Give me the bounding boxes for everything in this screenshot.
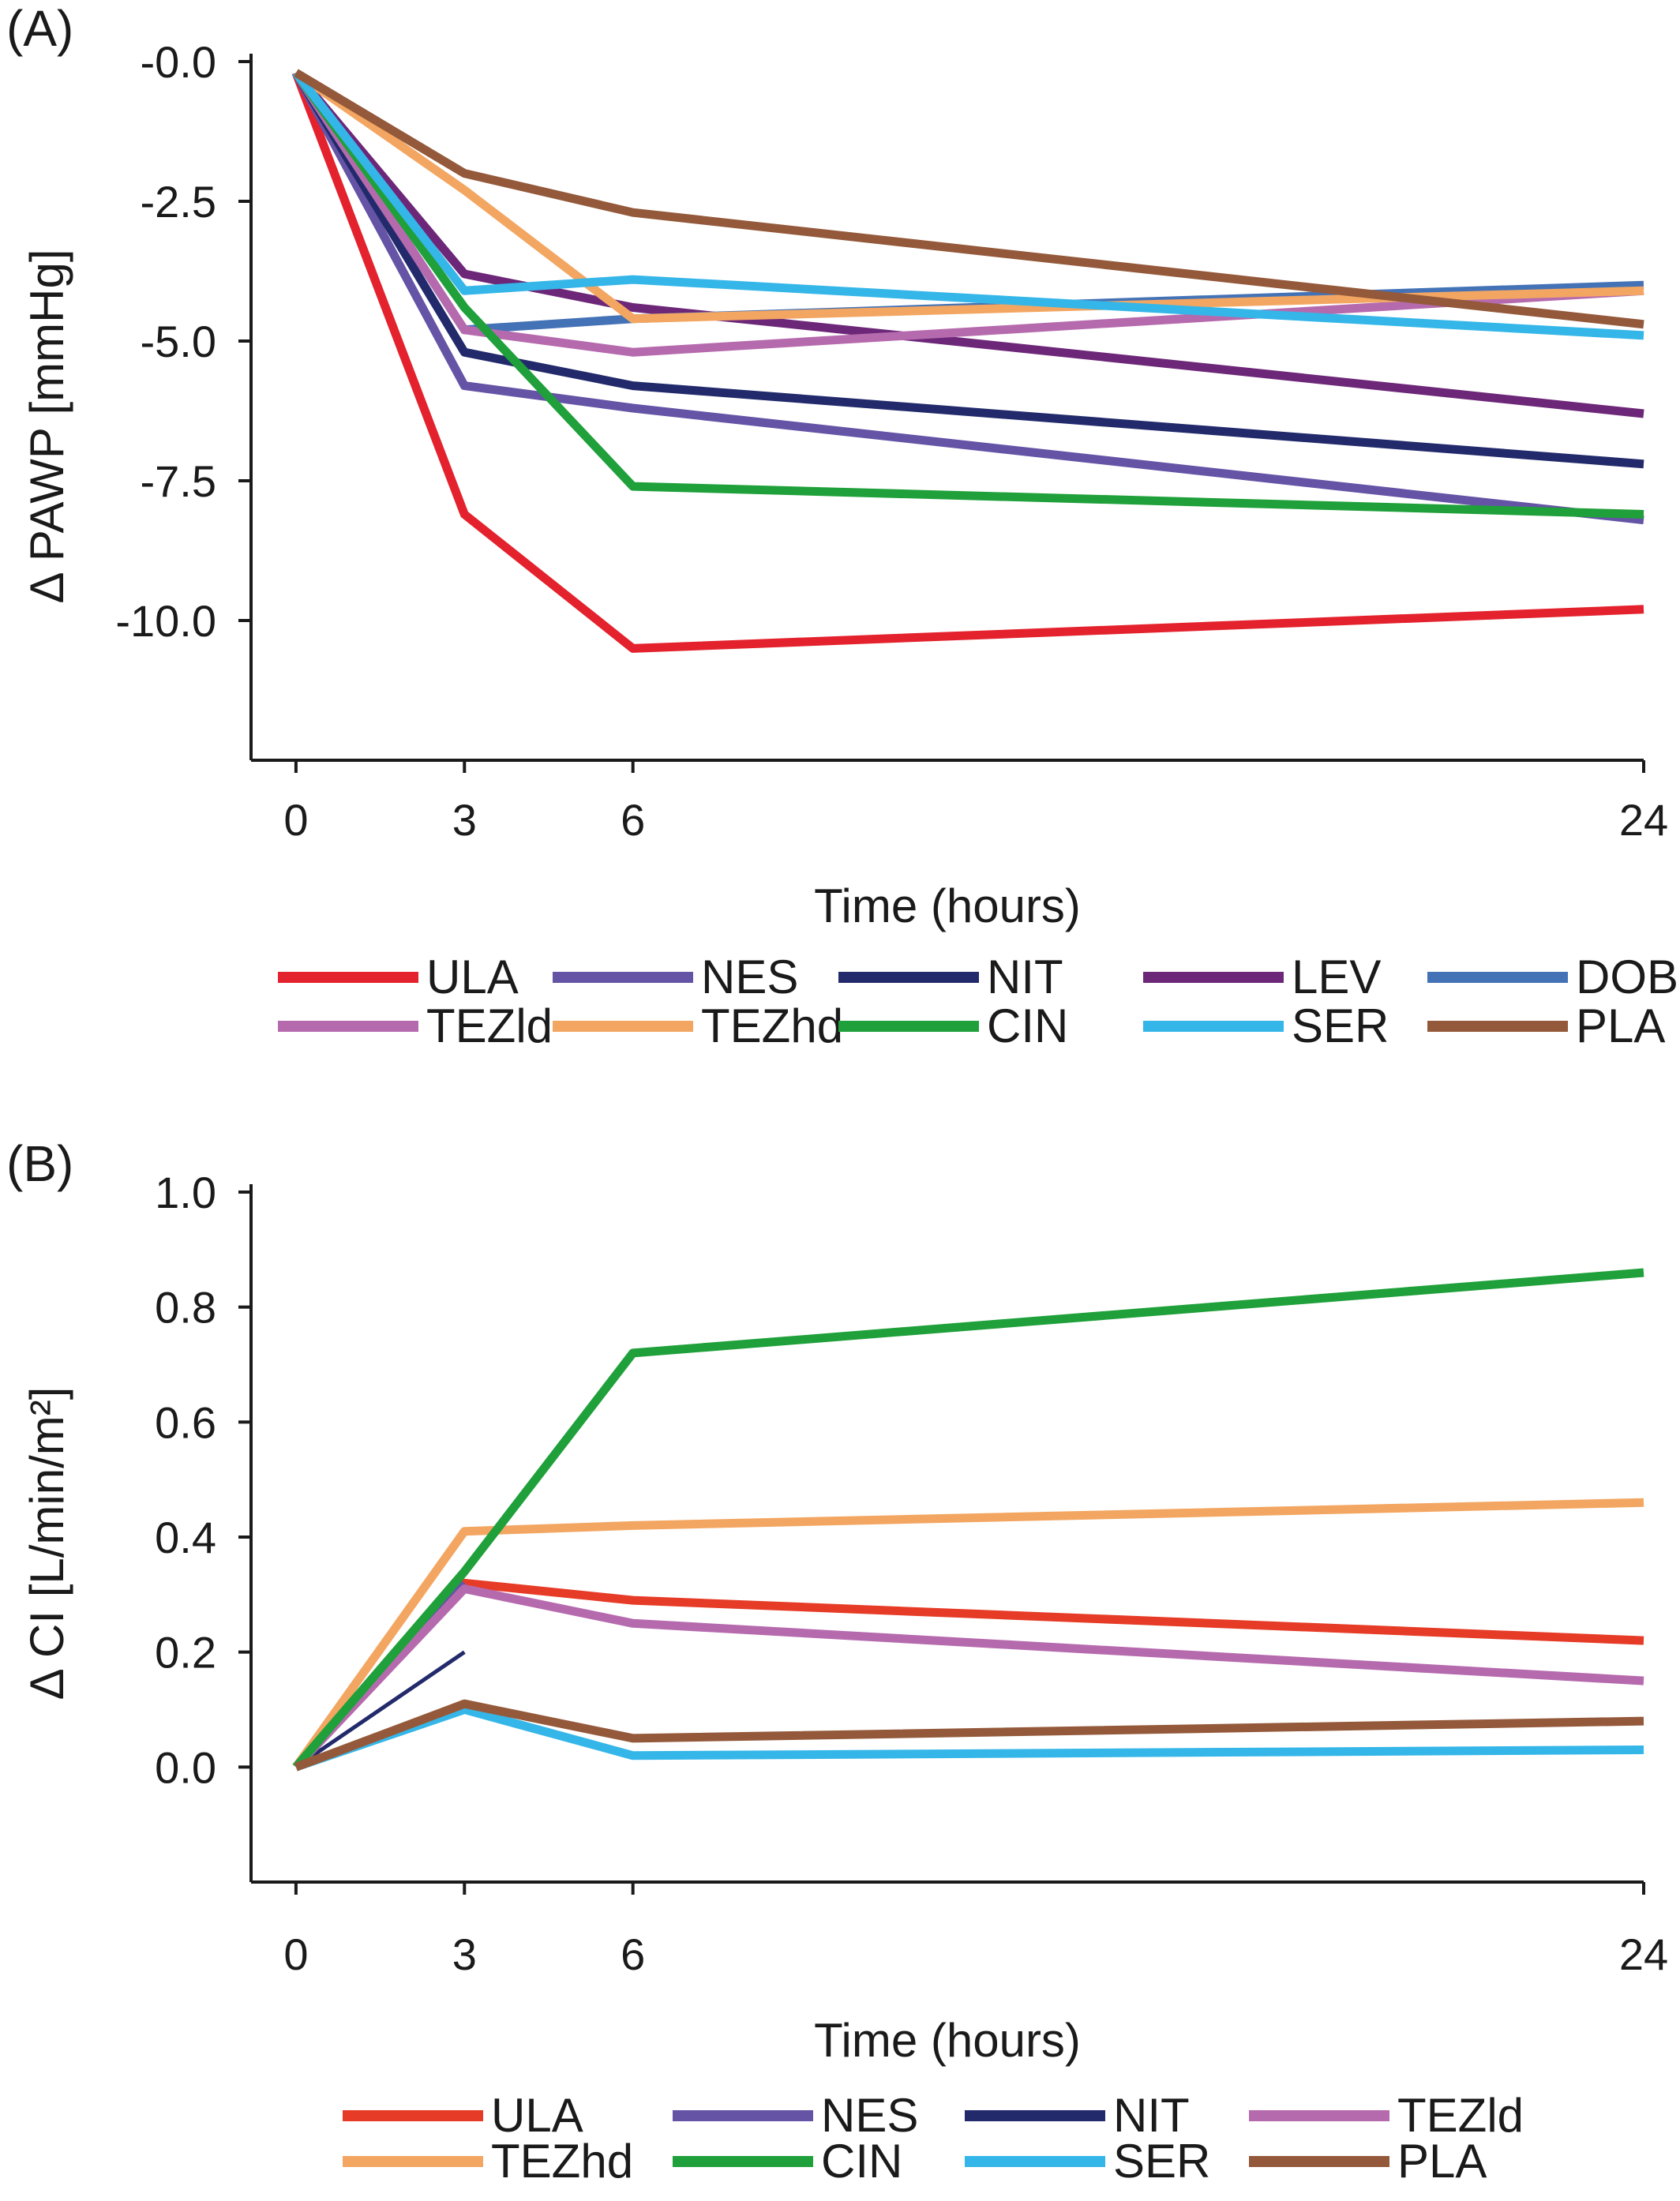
legend: ULA NES NIT LEV DOB TEZld TEZhd CIN SER PLA	[278, 951, 1678, 1052]
legend-label-tezhd: TEZhd	[701, 999, 843, 1052]
panel-b-ci-chart: (B) 0.0 0.2 0.4 0.6 0.8 1.0 0 3 6 24 Time (hours) Δ …	[6, 1135, 1668, 2188]
series-line-tezld	[292, 70, 1644, 357]
legend-item-dob: DOB	[1427, 951, 1678, 1003]
y-tick-label: 0.6	[155, 1397, 216, 1447]
panel-a-pawp-chart: (A) -10.0 -7.5 -5.0 -2.5 -0.0 0 3 6 24 Time (hours…	[6, 0, 1678, 1052]
legend-label-nit: NIT	[1113, 2089, 1190, 2142]
legend-item-cin: CIN	[838, 999, 1068, 1052]
legend-label-cin: CIN	[987, 999, 1068, 1052]
legend-item-tezld: TEZld	[1249, 2089, 1524, 2142]
series-lines	[292, 1268, 1644, 1772]
y-tick-label: -5.0	[141, 317, 217, 366]
x-tick-label: 6	[621, 1929, 645, 1979]
x-tick-label: 3	[452, 795, 477, 845]
series-line-ula	[291, 71, 1644, 653]
y-tick-label: 0.0	[155, 1742, 216, 1792]
legend-item-pla: PLA	[1427, 999, 1665, 1052]
x-tick-label: 24	[1619, 795, 1668, 845]
legend-item-tezld: TEZld	[278, 999, 553, 1052]
y-tick-label: -2.5	[141, 177, 217, 227]
y-axis-title: Δ CI [L/min/m²]	[21, 1387, 73, 1700]
x-tick-label: 24	[1619, 1929, 1668, 1979]
legend-item-ser: SER	[1143, 999, 1389, 1052]
y-tick-label: 0.4	[155, 1513, 216, 1562]
series-line-lev	[292, 69, 1644, 418]
legend-item-lev: LEV	[1143, 951, 1381, 1003]
series-line-nit	[292, 70, 1644, 469]
y-tick-label: 0.2	[155, 1628, 216, 1678]
y-tick-label: -7.5	[141, 456, 217, 506]
legend-item-tezhd: TEZhd	[553, 999, 843, 1052]
series-line-tezld	[292, 1584, 1644, 1771]
y-tick-label: 1.0	[155, 1168, 216, 1217]
series-line-tezhd	[292, 1498, 1644, 1770]
series-line-nit	[294, 1650, 466, 1769]
y-tick-label: -0.0	[141, 37, 217, 87]
legend-label-ser: SER	[1113, 2135, 1210, 2188]
x-tick-label: 0	[283, 795, 308, 845]
legend-item-ula: ULA	[278, 951, 519, 1003]
series-line-pla	[294, 1699, 1644, 1772]
series-line-cin	[292, 69, 1644, 519]
y-axis-title: Δ PAWP [mmHg]	[21, 249, 73, 603]
x-tick-label: 3	[452, 1929, 477, 1979]
legend-item-nit: NIT	[838, 951, 1063, 1003]
legend-label-pla: PLA	[1576, 999, 1665, 1052]
legend-label-tezld: TEZld	[426, 999, 553, 1052]
series-lines	[291, 69, 1644, 653]
panel-label: (B)	[6, 1135, 73, 1192]
x-tick-label: 6	[621, 795, 645, 845]
y-tick-label: 0.8	[155, 1283, 216, 1333]
legend-label-ula: ULA	[491, 2089, 583, 2142]
legend-item-nes: NES	[553, 951, 798, 1003]
legend-label-nes: NES	[821, 2089, 918, 2142]
legend-label-pla: PLA	[1397, 2135, 1487, 2188]
legend: ULA NES NIT TEZld TEZhd CIN SER PLA	[343, 2089, 1524, 2188]
legend-item-nes: NES	[673, 2089, 918, 2142]
legend-item-tezhd: TEZhd	[343, 2135, 633, 2188]
legend-item-ser: SER	[965, 2135, 1210, 2188]
x-axis-title: Time (hours)	[814, 879, 1081, 932]
x-tick-label: 0	[283, 1929, 308, 1979]
legend-label-dob: DOB	[1576, 951, 1678, 1003]
legend-label-lev: LEV	[1292, 951, 1381, 1003]
legend-label-cin: CIN	[821, 2135, 902, 2188]
legend-item-nit: NIT	[965, 2089, 1190, 2142]
series-line-ser	[292, 69, 1644, 340]
legend-label-nit: NIT	[987, 951, 1063, 1003]
legend-label-ser: SER	[1292, 999, 1389, 1052]
legend-label-nes: NES	[701, 951, 798, 1003]
panel-label: (A)	[6, 0, 73, 57]
legend-label-ula: ULA	[426, 951, 519, 1003]
series-line-pla	[294, 69, 1644, 329]
legend-item-pla: PLA	[1249, 2135, 1487, 2188]
legend-label-tezld: TEZld	[1397, 2089, 1524, 2142]
legend-item-cin: CIN	[673, 2135, 902, 2188]
y-tick-label: -10.0	[115, 596, 216, 646]
legend-item-ula: ULA	[343, 2089, 583, 2142]
series-line-cin	[292, 1268, 1644, 1770]
x-axis-title: Time (hours)	[814, 2014, 1081, 2067]
legend-label-tezhd: TEZhd	[491, 2135, 633, 2188]
